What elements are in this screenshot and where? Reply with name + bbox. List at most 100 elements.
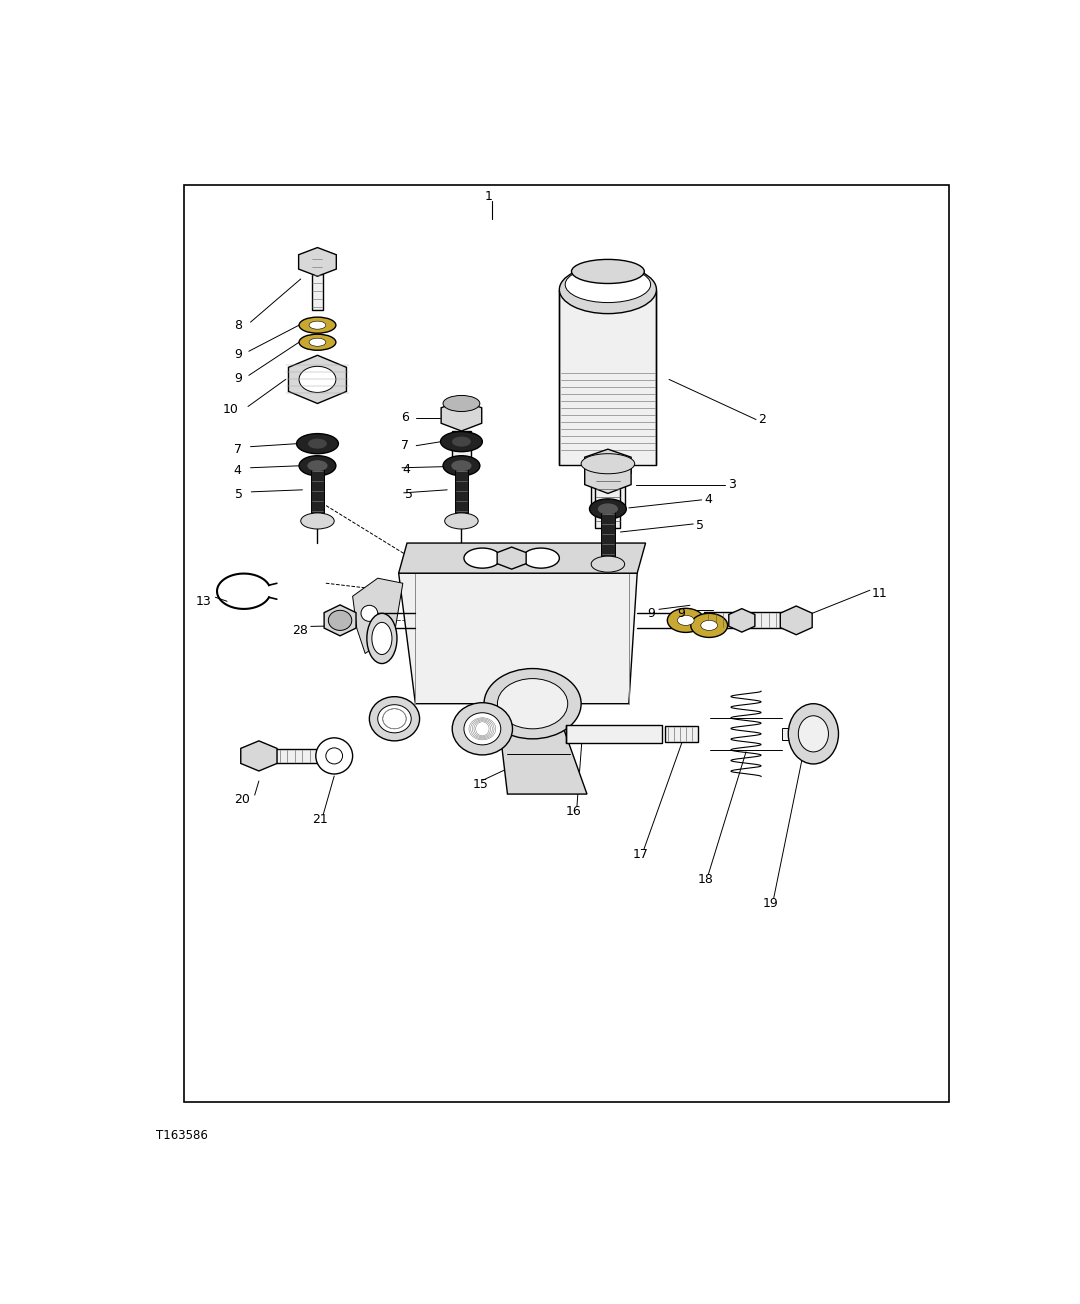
Ellipse shape [328, 610, 352, 630]
Text: 4: 4 [403, 463, 410, 476]
Text: 9: 9 [647, 606, 656, 619]
Text: 17: 17 [633, 848, 649, 861]
Polygon shape [241, 741, 276, 771]
Ellipse shape [299, 366, 336, 393]
Bar [704, 613, 796, 629]
Ellipse shape [445, 512, 478, 529]
Bar [665, 726, 699, 742]
Text: 2: 2 [758, 413, 767, 426]
Polygon shape [441, 400, 482, 432]
Bar [453, 430, 471, 460]
Text: 13: 13 [195, 595, 211, 608]
Text: 9: 9 [677, 606, 685, 619]
Ellipse shape [309, 321, 326, 329]
Ellipse shape [451, 460, 472, 471]
Polygon shape [324, 605, 356, 636]
Ellipse shape [299, 317, 336, 334]
Ellipse shape [308, 438, 327, 449]
Ellipse shape [369, 696, 419, 741]
Ellipse shape [443, 455, 480, 476]
Ellipse shape [378, 704, 411, 733]
Text: 6: 6 [401, 411, 409, 424]
Polygon shape [499, 724, 588, 794]
Ellipse shape [361, 605, 378, 622]
Bar [782, 728, 798, 739]
Polygon shape [288, 355, 347, 403]
Ellipse shape [372, 622, 392, 655]
Bar [566, 725, 662, 743]
Text: 7: 7 [233, 443, 242, 456]
Ellipse shape [326, 748, 342, 764]
Ellipse shape [798, 716, 828, 752]
Ellipse shape [300, 512, 334, 529]
Text: 7: 7 [401, 439, 409, 452]
Text: 3: 3 [728, 479, 735, 492]
Text: 11: 11 [872, 587, 888, 600]
Bar [275, 748, 326, 763]
Ellipse shape [788, 704, 838, 764]
Ellipse shape [677, 615, 694, 626]
Ellipse shape [464, 713, 501, 745]
Ellipse shape [443, 395, 480, 412]
Text: 20: 20 [233, 793, 249, 806]
Polygon shape [497, 548, 526, 569]
Ellipse shape [453, 703, 513, 755]
Text: 5: 5 [696, 519, 704, 532]
Polygon shape [780, 606, 812, 635]
Ellipse shape [308, 460, 327, 471]
Ellipse shape [297, 434, 338, 454]
Bar [602, 509, 615, 559]
Polygon shape [298, 248, 336, 276]
Text: 5: 5 [405, 489, 413, 501]
Text: 18: 18 [698, 872, 713, 885]
Polygon shape [399, 542, 646, 574]
Bar [559, 289, 657, 466]
Text: 4: 4 [233, 464, 242, 477]
Ellipse shape [559, 266, 657, 314]
Text: 9: 9 [233, 372, 242, 385]
Ellipse shape [299, 455, 336, 476]
Text: 9: 9 [233, 348, 242, 361]
Ellipse shape [565, 266, 650, 303]
Ellipse shape [484, 669, 581, 739]
Ellipse shape [590, 499, 626, 519]
Polygon shape [584, 458, 631, 493]
Bar [312, 254, 323, 309]
Text: 1: 1 [484, 190, 492, 203]
Bar [512, 685, 545, 703]
Text: 16: 16 [566, 805, 582, 818]
Polygon shape [399, 574, 637, 704]
Ellipse shape [597, 503, 618, 515]
Ellipse shape [523, 548, 559, 569]
Ellipse shape [498, 678, 568, 729]
Text: 5: 5 [235, 489, 243, 501]
Text: 4: 4 [704, 493, 712, 506]
Polygon shape [352, 578, 403, 653]
Ellipse shape [315, 738, 352, 775]
Ellipse shape [441, 432, 483, 451]
Ellipse shape [571, 259, 645, 283]
Bar [455, 466, 468, 516]
Ellipse shape [591, 556, 624, 572]
Text: 10: 10 [222, 403, 239, 416]
Text: T163586: T163586 [156, 1129, 207, 1142]
Ellipse shape [701, 621, 717, 630]
Ellipse shape [367, 613, 397, 664]
Ellipse shape [581, 454, 635, 473]
Text: 21: 21 [312, 812, 328, 825]
Ellipse shape [464, 548, 501, 569]
Text: 28: 28 [293, 623, 308, 636]
Text: 8: 8 [233, 318, 242, 331]
Bar [311, 466, 324, 516]
Polygon shape [729, 609, 755, 632]
Ellipse shape [667, 608, 704, 632]
Polygon shape [584, 449, 631, 481]
Text: 15: 15 [472, 777, 488, 790]
Ellipse shape [691, 613, 728, 638]
Text: 19: 19 [762, 897, 779, 910]
Ellipse shape [453, 437, 471, 447]
Bar [595, 473, 620, 528]
Ellipse shape [309, 338, 326, 347]
Ellipse shape [299, 334, 336, 351]
Bar [591, 475, 624, 506]
